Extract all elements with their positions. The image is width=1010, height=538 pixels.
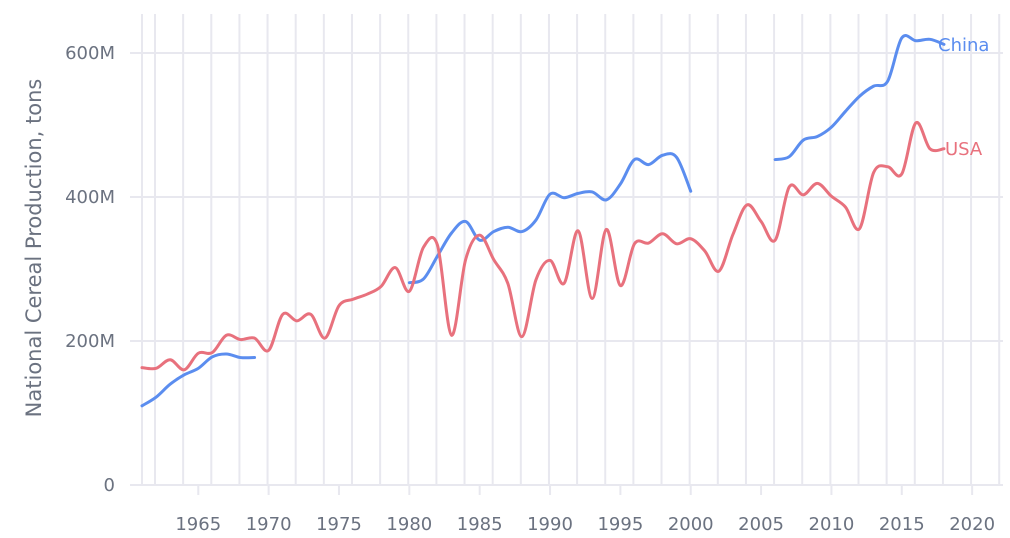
series-line-usa [140,121,946,372]
x-axis: 1965 1970 1975 1980 1985 1990 1995 2000 2005 2010… [175,485,995,535]
x-tick-label: 1995 [597,514,643,535]
series-label-usa: USA [945,139,983,160]
y-tick-label: 0 [104,475,115,496]
y-tick-label: 200M [65,331,115,352]
x-tick-label: 1970 [246,514,292,535]
x-tick-label: 1980 [386,514,432,535]
horizontal-gridlines [130,52,1003,486]
y-axis-title: National Cereal Production, tons [22,79,46,418]
series-line-china [407,152,693,285]
x-tick-label: 1990 [527,514,573,535]
y-tick-label: 400M [65,187,115,208]
series-label-china: China [938,35,989,56]
x-tick-label: 2010 [809,514,855,535]
vertical-gridlines [141,14,1001,485]
x-tick-label: 1985 [457,514,503,535]
y-tick-label: 600M [65,43,115,64]
series-line-china [140,352,257,408]
series-line-china [773,33,946,162]
x-tick-label: 2005 [738,514,784,535]
x-tick-label: 1975 [316,514,362,535]
y-axis: 0 200M 400M 600M [65,43,115,496]
x-tick-label: 2015 [879,514,925,535]
x-tick-label: 2020 [949,514,995,535]
x-tick-label: 2000 [668,514,714,535]
series-layer [140,33,946,408]
x-tick-label: 1965 [175,514,221,535]
